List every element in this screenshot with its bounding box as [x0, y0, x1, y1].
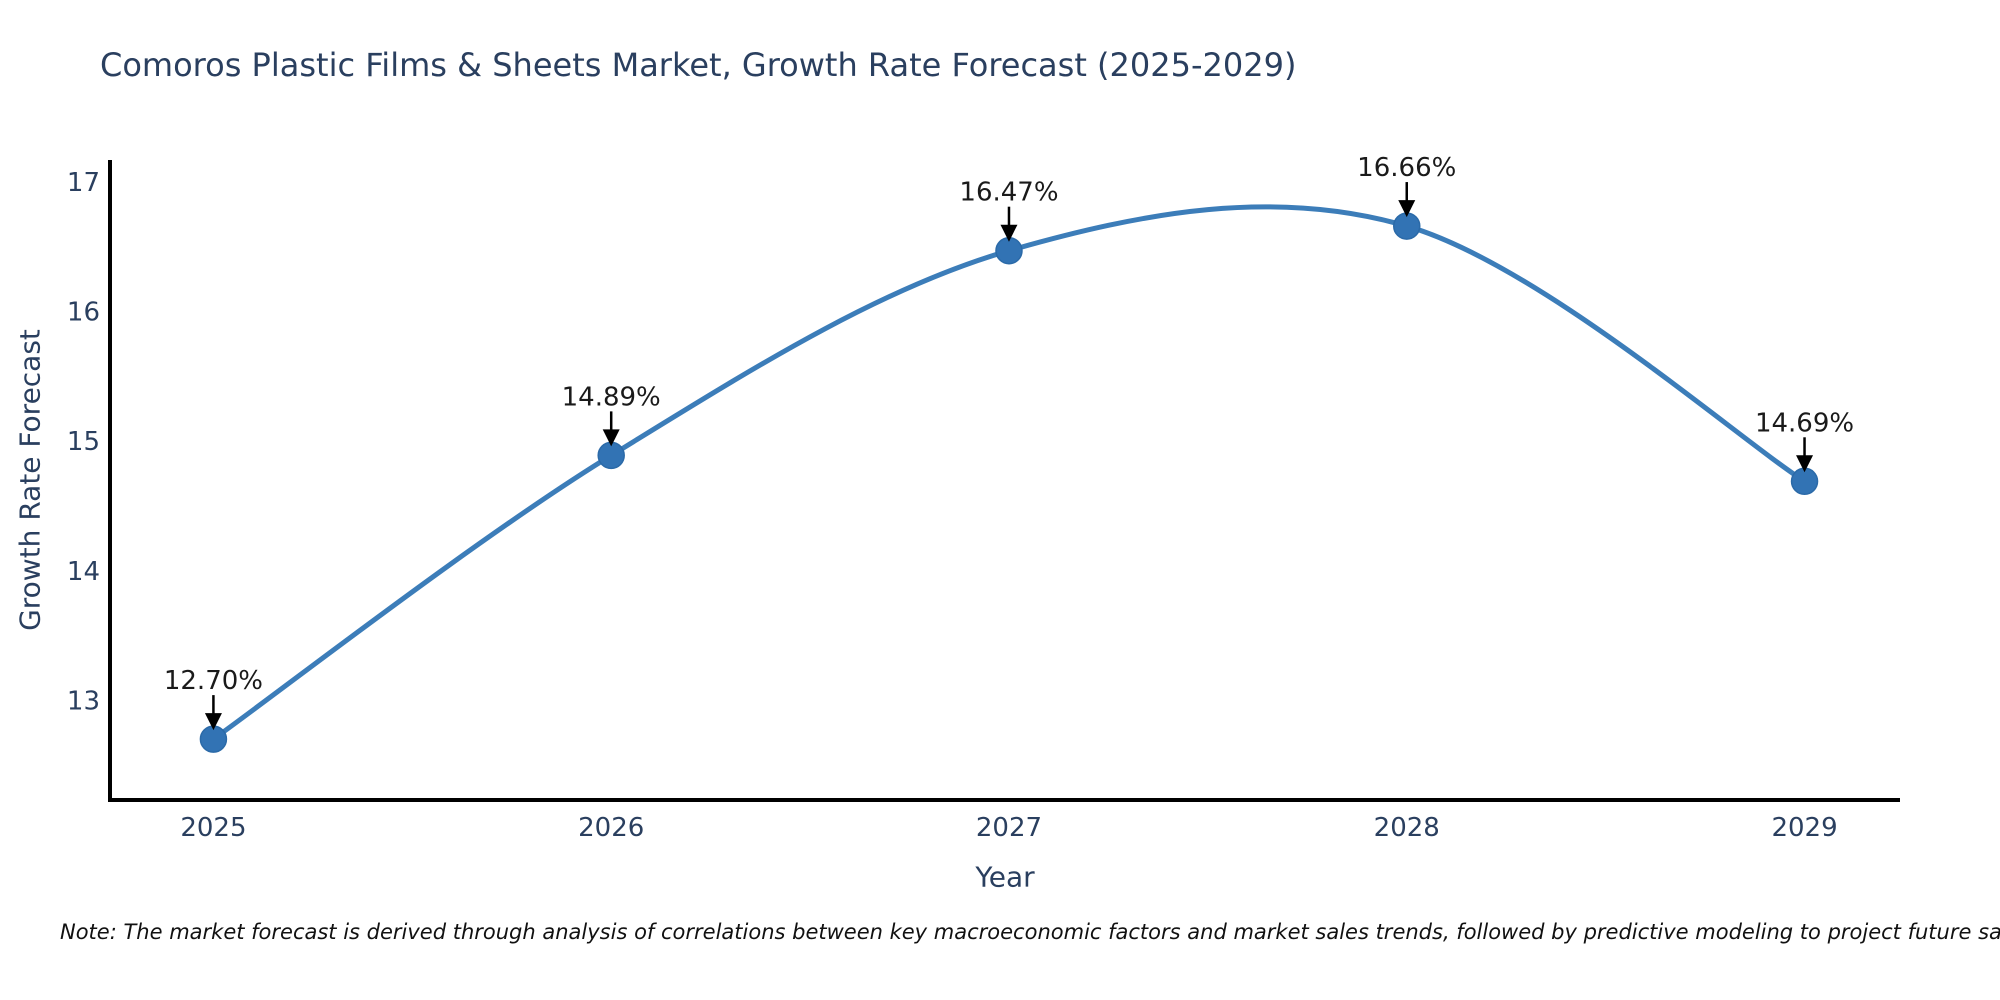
- footnote: Note: The market forecast is derived thr…: [60, 920, 2000, 944]
- point-annotation: 16.47%: [959, 178, 1059, 242]
- y-tick-label: 16: [67, 298, 100, 328]
- point-annotation: 14.89%: [562, 382, 661, 447]
- x-tick-label: 2026: [578, 813, 644, 843]
- point-annotation: 14.69%: [1755, 408, 1854, 473]
- trend-line: [210, 204, 1808, 742]
- data-point-label: 14.69%: [1755, 408, 1854, 438]
- point-annotation: 12.70%: [164, 666, 263, 731]
- annotation-arrowhead-icon: [204, 713, 222, 731]
- line-series: [199, 204, 1819, 753]
- axes: 13 14 15 16 17 2025 2026 2027 2028 2029: [67, 160, 1900, 843]
- x-axis-title: Year: [975, 860, 1035, 894]
- x-tick-label: 2027: [976, 813, 1042, 843]
- x-tick-label: 2025: [180, 813, 246, 843]
- y-tick-label: 17: [67, 168, 100, 198]
- x-tick-label: 2028: [1374, 813, 1440, 843]
- y-axis-title: Growth Rate Forecast: [13, 329, 47, 631]
- data-point-label: 16.66%: [1357, 153, 1456, 183]
- x-tick-label: 2029: [1771, 813, 1837, 843]
- annotation-arrowhead-icon: [1796, 455, 1814, 473]
- y-tick-label: 15: [67, 427, 100, 457]
- annotation-arrowhead-icon: [602, 429, 620, 447]
- data-point-label: 14.89%: [562, 382, 661, 412]
- y-tick-label: 14: [67, 557, 100, 587]
- point-annotations: 12.70% 14.89% 16.47% 16.66% 14.69%: [164, 153, 1854, 731]
- annotation-arrowhead-icon: [1398, 200, 1416, 218]
- point-annotation: 16.66%: [1357, 153, 1456, 218]
- annotation-arrowhead-icon: [1000, 224, 1018, 242]
- data-point-label: 16.47%: [959, 178, 1058, 208]
- data-point-label: 12.70%: [164, 666, 263, 696]
- chart-title: Comoros Plastic Films & Sheets Market, G…: [100, 46, 1297, 84]
- y-tick-label: 13: [67, 686, 100, 716]
